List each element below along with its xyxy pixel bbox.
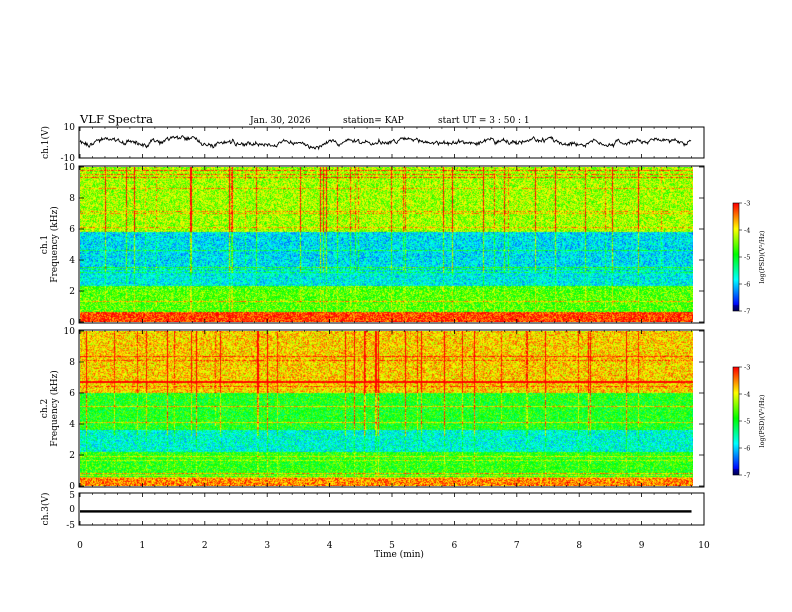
ch1-colorbar-tick-label: -4 <box>744 227 750 235</box>
x-tick-label: 7 <box>514 541 520 551</box>
ch1-ytick-top: 10 <box>64 123 76 133</box>
station-label: station= KAP <box>343 116 404 126</box>
ch2-ytick-label: 6 <box>69 389 75 399</box>
x-tick-label: 4 <box>327 541 333 551</box>
ch2-ytick-label: 2 <box>69 451 75 461</box>
ch1-ytick-bottom: -10 <box>61 154 76 164</box>
ch2-ytick-label: 0 <box>69 482 75 492</box>
ch3-waveform-panel: 5 0 -5 ch.3(V) <box>40 491 705 531</box>
ch2-colorbar-tick-label: -4 <box>744 391 750 399</box>
ch1-ytick-label: 0 <box>69 318 75 328</box>
ch2-ytick-label: 10 <box>64 327 76 337</box>
x-tick-labels: 0 1 2 3 4 5 6 7 8 9 10 <box>77 541 710 551</box>
ch1-ytick-label: 8 <box>69 194 75 204</box>
ch2-spectrogram-frame <box>78 329 705 488</box>
ch1-ytick-label: 4 <box>69 256 75 266</box>
ch3-ytick-bottom: -5 <box>66 521 75 531</box>
x-tick-label: 3 <box>264 541 270 551</box>
ch3-ytick-mid: 0 <box>69 505 75 515</box>
ch1-colorbar-tick-label: -3 <box>744 200 750 208</box>
ch2-ytick-label: 4 <box>69 420 75 430</box>
ch2-spectrogram-yticks: 0 2 4 6 8 10 <box>64 327 704 492</box>
ch2-colorbar-tick-label: -5 <box>744 418 750 426</box>
ch1-ytick-label: 6 <box>69 225 75 235</box>
start-time-label: start UT = 3 : 50 : 1 <box>438 116 530 126</box>
ch2-spectrogram-image <box>80 331 693 486</box>
ch1-waveform-panel: 10 -10 ch.1(V) <box>40 123 705 164</box>
x-tick-label: 1 <box>140 541 146 551</box>
x-tick-label: 10 <box>698 541 710 551</box>
ch1-colorbar-tick-label: -5 <box>744 254 750 262</box>
ch2-colorbar-tick-label: -3 <box>744 364 750 372</box>
x-tick-label: 2 <box>202 541 208 551</box>
ch2-colorbar-tick-label: -6 <box>744 445 750 453</box>
x-tick-label: 0 <box>77 541 83 551</box>
ch1-ylabel: ch.1(V) <box>40 126 51 159</box>
ch2-ytick-label: 8 <box>69 358 75 368</box>
x-tick-marks <box>79 127 705 525</box>
ch1-colorbar <box>733 203 739 311</box>
x-tick-label: 9 <box>639 541 645 551</box>
ch1-waveform-line <box>79 135 692 151</box>
ch3-waveform-frame <box>78 492 705 526</box>
ch1-spectrogram-yticks: 0 2 4 6 8 10 <box>64 163 704 328</box>
ch1-spec-ylabel-freq: Frequency (kHz) <box>49 206 60 283</box>
ch1-colorbar-ticks: -3 -4 -5 -6 -7 <box>739 200 750 316</box>
ch2-colorbar-label: log(PSD)(V²/Hz) <box>758 394 766 447</box>
ch3-ytick-top: 5 <box>69 491 75 501</box>
x-tick-label: 5 <box>389 541 395 551</box>
ch2-colorbar-ticks: -3 -4 -5 -6 -7 <box>739 364 750 480</box>
ch1-colorbar-label: log(PSD)(V²/Hz) <box>758 230 766 283</box>
ch1-colorbar-tick-label: -7 <box>744 308 750 316</box>
ch2-spec-ylabel-ch: ch.2 <box>40 399 50 418</box>
ch1-spectrogram-frame <box>78 165 705 324</box>
ch2-spec-ylabel-freq: Frequency (kHz) <box>49 370 60 447</box>
ch1-spectrogram-image <box>80 167 693 322</box>
x-tick-label: 6 <box>452 541 458 551</box>
ch1-colorbar-tick-label: -6 <box>744 281 750 289</box>
x-tick-label: 8 <box>576 541 582 551</box>
figure-title: VLF Spectra <box>79 112 153 126</box>
ch3-ylabel: ch.3(V) <box>40 493 51 526</box>
ch2-colorbar <box>733 367 739 475</box>
ch1-ytick-label: 10 <box>64 163 76 173</box>
x-axis-label: Time (min) <box>374 549 424 560</box>
ch3-waveform-band <box>80 510 692 513</box>
ch2-colorbar-tick-label: -7 <box>744 472 750 480</box>
ch1-spec-ylabel-ch: ch.1 <box>40 235 50 254</box>
date-label: Jan. 30, 2026 <box>249 116 311 126</box>
ch1-ytick-label: 2 <box>69 287 75 297</box>
